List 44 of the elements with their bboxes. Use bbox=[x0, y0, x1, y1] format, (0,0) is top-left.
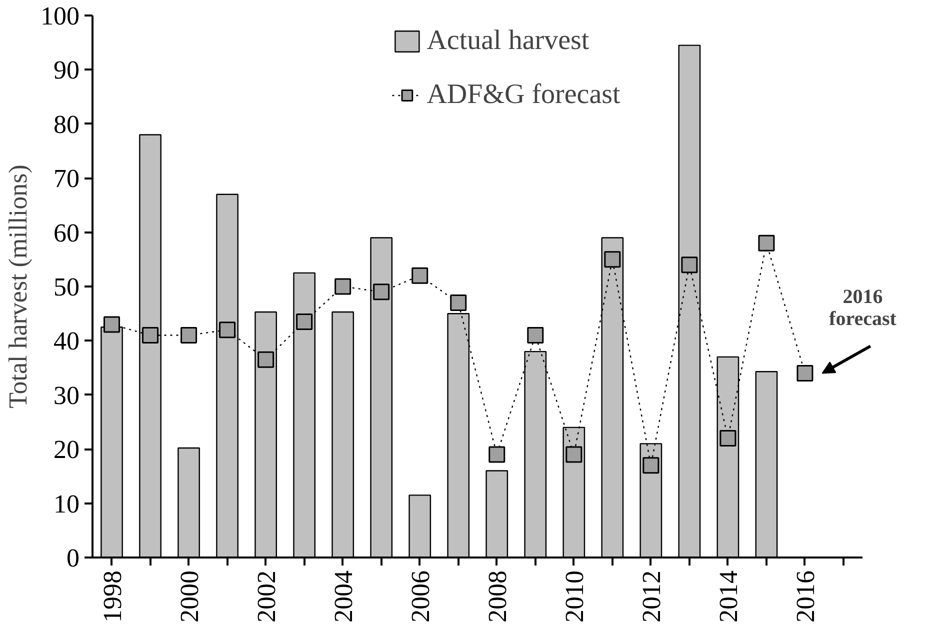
point bbox=[373, 284, 390, 300]
y-tick-label: 30 bbox=[54, 380, 80, 410]
x-tick-label: 2008 bbox=[482, 570, 512, 622]
point bbox=[104, 316, 120, 333]
point bbox=[642, 457, 660, 474]
x-tick-label: 2010 bbox=[560, 570, 589, 622]
point bbox=[142, 327, 159, 344]
x-tick-label: 1998 bbox=[98, 570, 127, 622]
x-tick-label: 2014 bbox=[714, 570, 743, 622]
x-tick-label: 2000 bbox=[174, 570, 204, 622]
x-tick-label: 2016 bbox=[790, 570, 820, 622]
y-tick-label: 60 bbox=[54, 218, 80, 248]
legend-label: Actual harvest bbox=[426, 25, 590, 57]
point bbox=[604, 251, 621, 268]
x-tick-label: 2004 bbox=[328, 570, 358, 622]
point bbox=[450, 294, 467, 312]
point bbox=[219, 322, 236, 338]
y-tick-label: 80 bbox=[54, 110, 80, 139]
legend-label: ADF&G forecast bbox=[426, 79, 620, 111]
y-axis-title: Total harvest (millions) bbox=[4, 164, 32, 408]
y-tick-label: 90 bbox=[54, 56, 80, 85]
y-tick-label: 100 bbox=[40, 2, 80, 30]
annotation: 2016 forecast bbox=[829, 286, 897, 330]
y-tick-label: 10 bbox=[54, 489, 80, 518]
point bbox=[296, 313, 313, 330]
point bbox=[488, 446, 506, 463]
point bbox=[180, 327, 198, 344]
point bbox=[720, 430, 736, 447]
point bbox=[796, 364, 814, 382]
y-tick-label: 70 bbox=[54, 164, 80, 194]
x-tick-label: 2006 bbox=[406, 570, 435, 622]
point bbox=[258, 351, 274, 368]
point bbox=[334, 278, 352, 295]
y-tick-label: 20 bbox=[54, 435, 80, 464]
y-tick-label: 0 bbox=[66, 544, 80, 572]
point bbox=[681, 256, 698, 274]
point bbox=[412, 267, 428, 284]
x-tick-label: 2012 bbox=[636, 570, 666, 622]
y-tick-label: 40 bbox=[54, 326, 80, 356]
point bbox=[566, 446, 582, 463]
x-tick-label: 2002 bbox=[252, 570, 281, 622]
point bbox=[758, 234, 775, 252]
y-tick-label: 50 bbox=[54, 272, 80, 302]
point bbox=[527, 327, 544, 344]
